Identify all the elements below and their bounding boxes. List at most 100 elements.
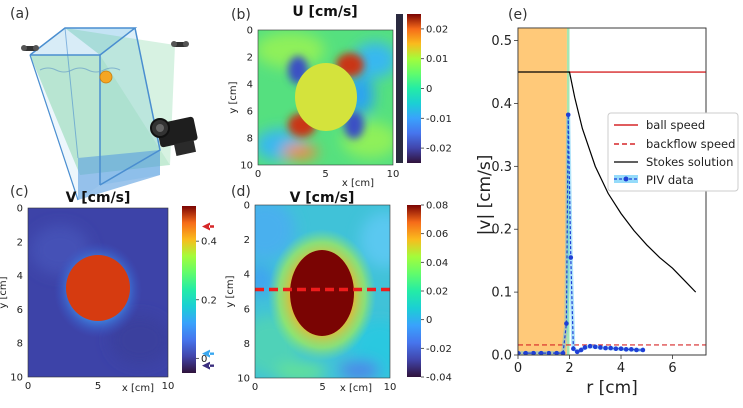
colorbar-tick-label: 0.2 bbox=[201, 295, 217, 306]
colorbar-d bbox=[407, 205, 421, 377]
panel-label-b: (b) bbox=[231, 7, 251, 23]
piv-point bbox=[582, 345, 588, 350]
colorbar-tick-label: 0.04 bbox=[426, 258, 448, 269]
x-axis-label: r [cm] bbox=[586, 378, 638, 398]
colorbar-tick-label: 0 bbox=[426, 84, 432, 95]
panel-label-d: (d) bbox=[231, 184, 251, 200]
ball-region-shade bbox=[518, 28, 567, 355]
x-tick-label: 0 bbox=[25, 381, 31, 392]
piv-point bbox=[568, 255, 574, 260]
panel-label-c: (c) bbox=[10, 184, 29, 200]
panel-c-title: V [cm/s] bbox=[66, 190, 131, 206]
y-tick-label: 4 bbox=[247, 80, 253, 91]
y-tick-label: 10 bbox=[10, 373, 23, 384]
laser-sheet-back bbox=[65, 28, 175, 165]
colorbar-arrow-marker bbox=[202, 349, 214, 358]
y-tick-label: 8 bbox=[247, 134, 253, 145]
colorbar-tick-label: 0.02 bbox=[426, 24, 448, 35]
y-tick-label: 0.2 bbox=[491, 223, 512, 238]
x-tick-label: 4 bbox=[617, 361, 625, 376]
piv-point bbox=[603, 345, 608, 351]
camera-icon bbox=[150, 116, 198, 156]
colorbar-arrow-marker bbox=[202, 361, 214, 370]
piv-point bbox=[640, 347, 646, 353]
v-heatmap-zoom bbox=[255, 205, 390, 378]
laser-right bbox=[171, 41, 189, 47]
colorbar-tick-label: 0.06 bbox=[426, 229, 448, 240]
colorbar-b bbox=[407, 14, 421, 163]
x-axis-label: x [cm] bbox=[342, 178, 374, 189]
x-axis-label: x [cm] bbox=[122, 383, 154, 394]
x-tick-label: 5 bbox=[319, 382, 325, 393]
y-tick-label: 10 bbox=[237, 374, 250, 385]
piv-point bbox=[554, 350, 559, 355]
colorbar-tick-label: 0.01 bbox=[426, 54, 448, 65]
piv-point bbox=[560, 350, 566, 355]
piv-point bbox=[564, 321, 569, 326]
piv-point bbox=[546, 350, 552, 355]
ball-region-b bbox=[295, 63, 357, 131]
x-tick-label: 0 bbox=[255, 169, 261, 180]
colorbar-tick-label: -0.01 bbox=[426, 114, 452, 125]
panel-d-title: V [cm/s] bbox=[290, 190, 355, 206]
colorbar-tick-label: -0.02 bbox=[426, 344, 452, 355]
v-heatmap-full bbox=[28, 208, 168, 377]
tank-back-face bbox=[65, 28, 160, 185]
edge-region-shade bbox=[566, 28, 570, 355]
x-tick-label: 5 bbox=[95, 381, 101, 392]
y-tick-label: 10 bbox=[240, 161, 253, 172]
ball-region-c bbox=[66, 255, 130, 321]
x-tick-label: 0 bbox=[252, 382, 258, 393]
colorbar-arrow-marker bbox=[202, 222, 214, 231]
y-axis-label: |v| [cm/s] bbox=[475, 155, 495, 236]
y-tick-label: 0.0 bbox=[491, 349, 512, 364]
ball bbox=[99, 70, 113, 84]
x-tick-label: 5 bbox=[322, 169, 328, 180]
legend-ball-speed: ball speed bbox=[646, 118, 705, 132]
y-axis-label: y [cm] bbox=[225, 275, 236, 307]
piv-point bbox=[578, 347, 584, 353]
y-tick-label: 4 bbox=[17, 271, 23, 282]
series-stokes-solution bbox=[518, 71, 697, 293]
x-tick-label: 10 bbox=[387, 169, 400, 180]
piv-point bbox=[608, 345, 614, 351]
panel-d: (d) V [cm/s] 0.08 0.06 0.04 0.02 0 -0.02 -0.04… bbox=[225, 184, 452, 394]
y-tick-label: 2 bbox=[17, 237, 23, 248]
y-tick-label: 0 bbox=[17, 204, 23, 215]
y-tick-label: 4 bbox=[244, 270, 250, 281]
legend-piv-data: PIV data bbox=[646, 173, 694, 187]
colorbar-tick-label: 0 bbox=[201, 354, 207, 365]
piv-point bbox=[592, 344, 598, 350]
piv-point bbox=[613, 346, 619, 352]
legend: ball speed backflow speed Stokes solutio… bbox=[607, 112, 739, 192]
y-tick-label: 0.5 bbox=[491, 34, 512, 49]
panel-b: (b) U [cm/s] 0.02 0.01 0 -0.01 -0.02 bbox=[228, 4, 452, 189]
piv-point bbox=[629, 347, 634, 352]
ball-region-d bbox=[290, 250, 354, 336]
piv-point bbox=[598, 345, 603, 350]
y-axis-label: y [cm] bbox=[0, 276, 9, 308]
u-heatmap bbox=[258, 30, 393, 165]
piv-point bbox=[571, 346, 576, 352]
x-tick-label: 10 bbox=[162, 381, 175, 392]
colorbar-tick-label: 0.4 bbox=[201, 237, 217, 248]
y-tick-label: 0 bbox=[247, 26, 253, 37]
y-tick-label: 2 bbox=[244, 235, 250, 246]
legend-stokes-solution: Stokes solution bbox=[646, 155, 733, 169]
colorbar-c bbox=[182, 206, 196, 373]
piv-point bbox=[565, 112, 571, 118]
piv-point bbox=[523, 350, 529, 355]
x-tick-label: 6 bbox=[668, 361, 676, 376]
y-tick-label: 6 bbox=[247, 107, 253, 118]
panel-label-a: (a) bbox=[10, 6, 30, 22]
y-tick-label: 0.3 bbox=[491, 160, 512, 175]
x-tick-label: 0 bbox=[514, 361, 522, 376]
colorbar-tick-label: -0.04 bbox=[426, 373, 452, 384]
x-tick-label: 2 bbox=[565, 361, 573, 376]
panel-e: (e) 0 2 4 6 0.0 0.1 0.2 0.3 0.4 0.5 r [cm] |v| [c… bbox=[475, 7, 739, 398]
piv-point bbox=[587, 343, 593, 349]
y-tick-label: 0.1 bbox=[491, 286, 512, 301]
x-tick-label: 10 bbox=[384, 382, 397, 393]
panel-label-e: (e) bbox=[508, 7, 528, 23]
